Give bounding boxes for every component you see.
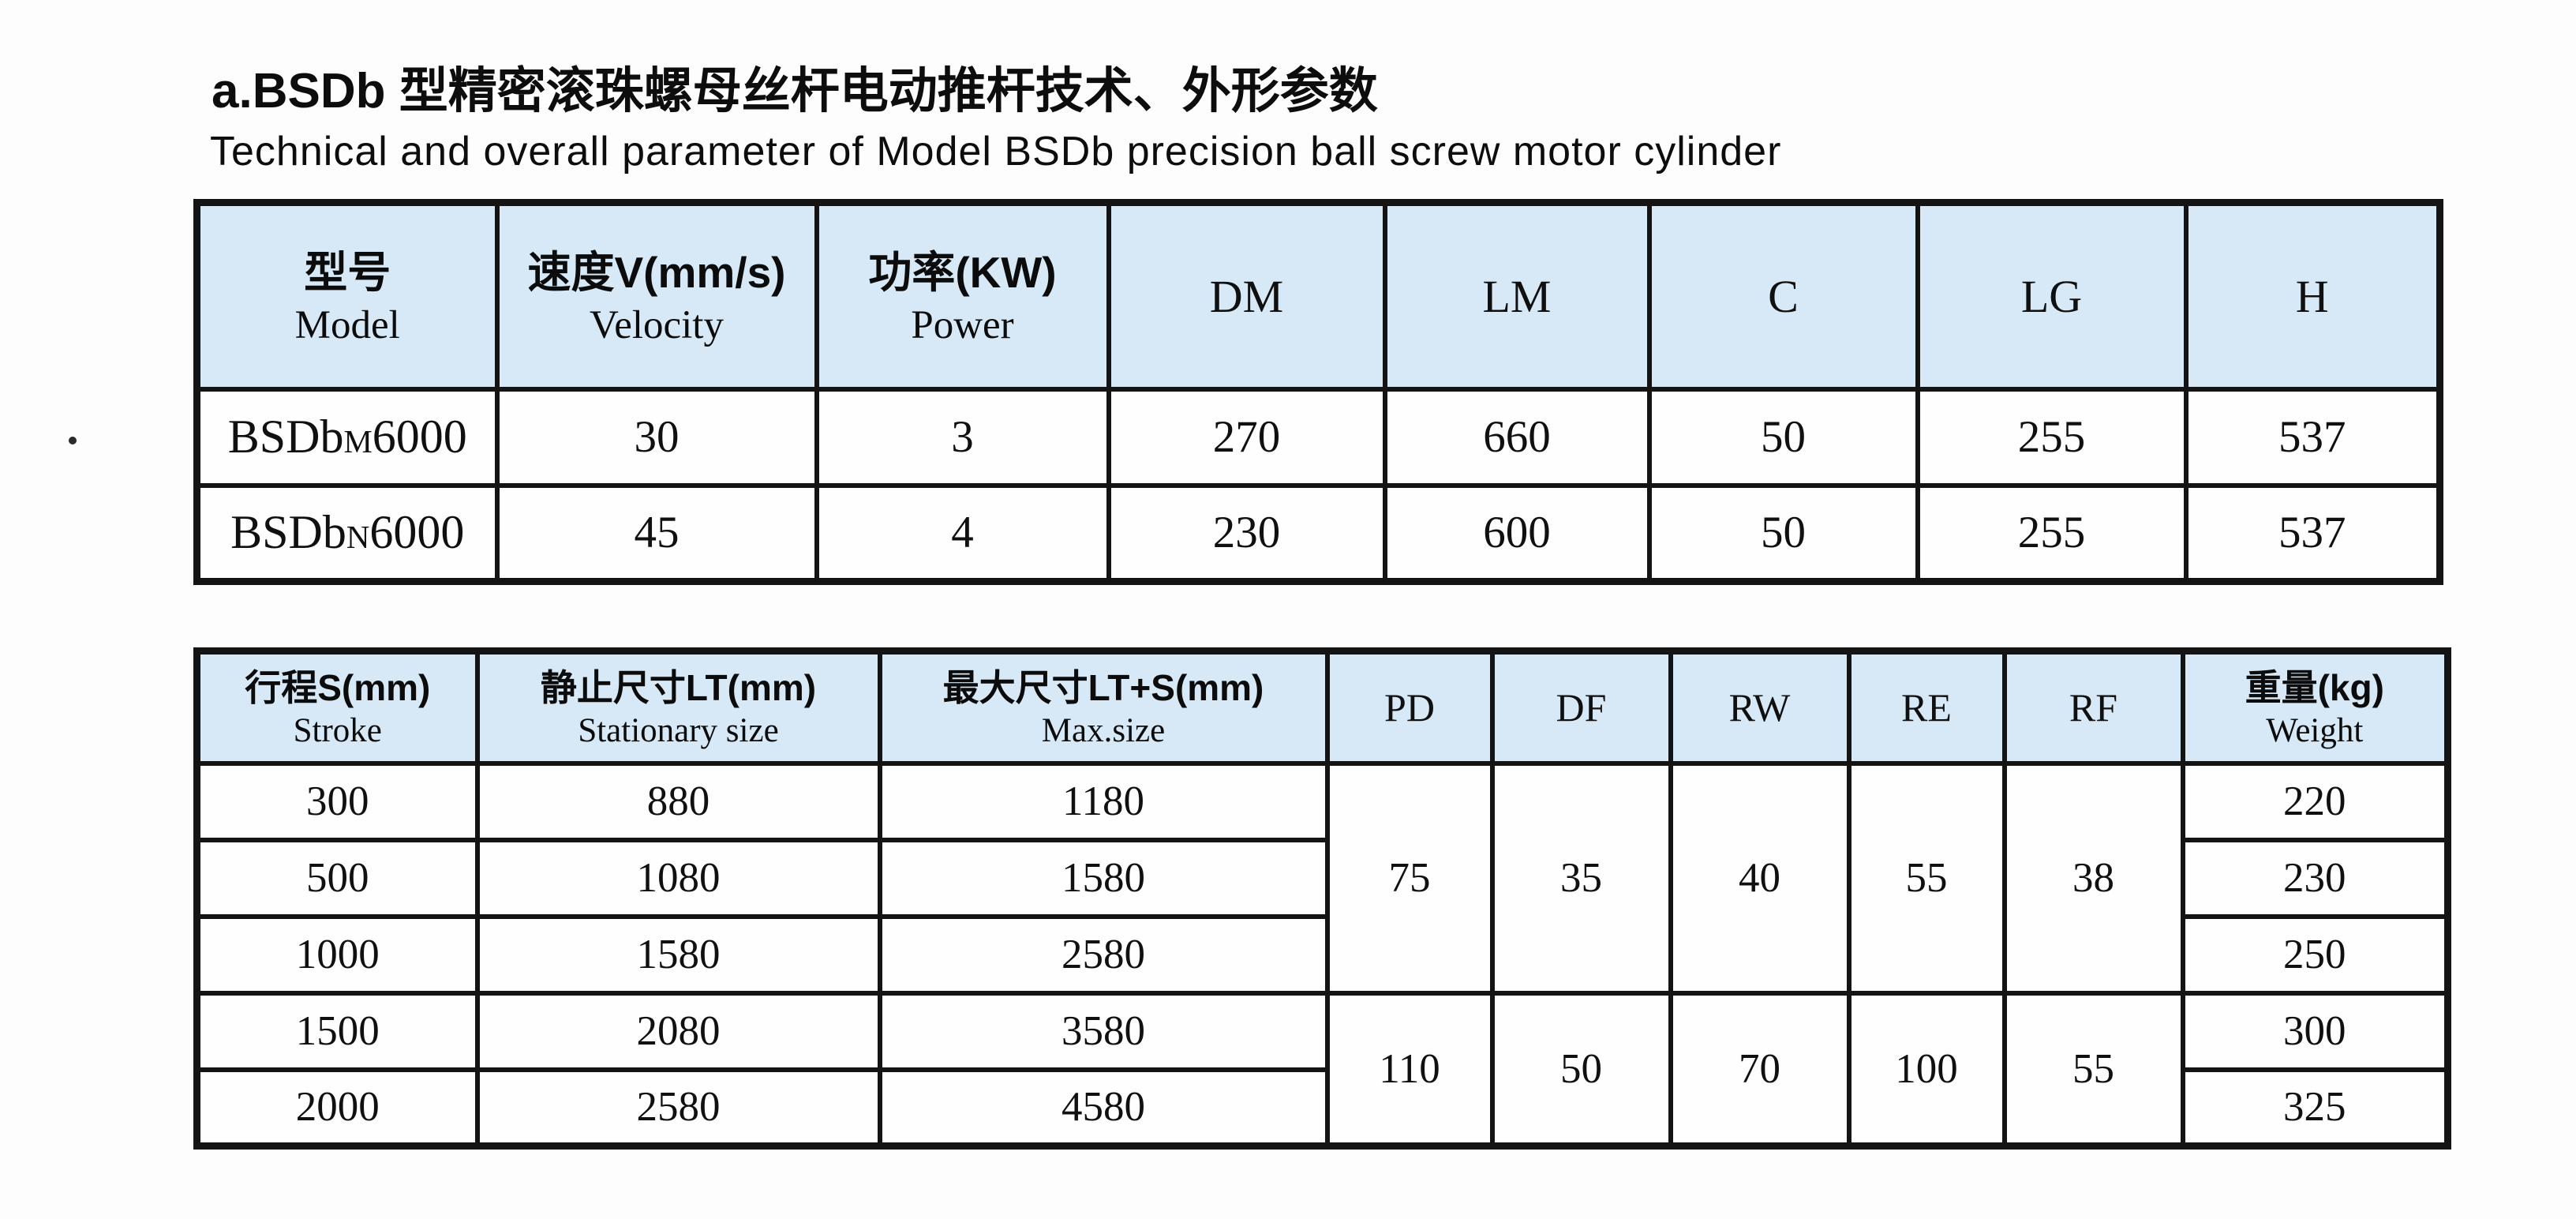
cell-lm: 600 bbox=[1382, 482, 1652, 584]
table2-header-weight: 重量(kg) Weight bbox=[2180, 648, 2451, 766]
cell-stroke: 300 bbox=[194, 760, 480, 842]
cell-max: 1180 bbox=[877, 760, 1330, 842]
table2-header-re: RE bbox=[1846, 648, 2007, 766]
cell-df-group2: 50 bbox=[1489, 990, 1673, 1149]
header-label-zh: 功率(KW) bbox=[868, 247, 1057, 297]
cell-model: BSDbM6000 bbox=[194, 386, 500, 488]
cell-weight: 250 bbox=[2180, 913, 2451, 996]
cell-dm: 270 bbox=[1106, 386, 1387, 488]
table2-header-pd: PD bbox=[1324, 648, 1495, 766]
page-title-chinese: a.BSDb 型精密滚珠螺母丝杆电动推杆技术、外形参数 bbox=[212, 64, 1378, 118]
table-row: 500 1080 1580 230 bbox=[194, 837, 2451, 919]
cell-re-group1: 55 bbox=[1846, 760, 2007, 996]
cell-dm: 230 bbox=[1106, 482, 1387, 584]
table2-header-row: 行程S(mm) Stroke 静止尺寸LT(mm) Stationary siz… bbox=[194, 648, 2451, 766]
model-sub-letter: N bbox=[346, 519, 370, 556]
cell-h: 537 bbox=[2183, 482, 2443, 584]
cell-stroke: 2000 bbox=[194, 1067, 480, 1149]
dimensional-parameters-table: 行程S(mm) Stroke 静止尺寸LT(mm) Stationary siz… bbox=[193, 647, 2451, 1150]
cell-weight: 230 bbox=[2180, 837, 2451, 919]
cell-c: 50 bbox=[1646, 386, 1920, 488]
header-label-zh: 最大尺寸LT+S(mm) bbox=[942, 667, 1264, 709]
cell-max: 2580 bbox=[877, 913, 1330, 996]
header-label-zh: 静止尺寸LT(mm) bbox=[540, 667, 817, 709]
cell-stroke: 1000 bbox=[194, 913, 480, 996]
model-prefix: BSDb bbox=[230, 506, 346, 559]
header-label-en: Weight bbox=[2266, 712, 2364, 750]
cell-model: BSDbN6000 bbox=[194, 482, 500, 584]
header-label-en: Velocity bbox=[590, 302, 724, 347]
header-label-en: Stationary size bbox=[578, 712, 779, 750]
table1-header-velocity: 速度V(mm/s) Velocity bbox=[494, 200, 819, 392]
cell-stroke: 500 bbox=[194, 837, 480, 919]
model-suffix: 6000 bbox=[372, 411, 467, 463]
table1-header-row: 型号 Model 速度V(mm/s) Velocity 功率(KW) Power… bbox=[194, 200, 2443, 392]
cell-power: 3 bbox=[814, 386, 1111, 488]
table1-header-c: C bbox=[1646, 200, 1920, 392]
model-suffix: 6000 bbox=[369, 506, 465, 559]
table2-header-rf: RF bbox=[2001, 648, 2185, 766]
header-label-zh: 速度V(mm/s) bbox=[527, 247, 786, 297]
table2-header-stationary-size: 静止尺寸LT(mm) Stationary size bbox=[474, 648, 882, 766]
cell-rw-group2: 70 bbox=[1668, 990, 1852, 1149]
cell-df-group1: 35 bbox=[1489, 760, 1673, 996]
header-label-en: Stroke bbox=[293, 712, 382, 750]
cell-velocity: 45 bbox=[494, 482, 819, 584]
header-label-en: Model bbox=[294, 302, 400, 347]
table1-header-lm: LM bbox=[1382, 200, 1652, 392]
table2-header-max-size: 最大尺寸LT+S(mm) Max.size bbox=[877, 648, 1330, 766]
table1-header-dm: DM bbox=[1106, 200, 1387, 392]
table-row: 1500 2080 3580 110 50 70 100 55 300 bbox=[194, 990, 2451, 1149]
header-label-en: Power bbox=[911, 302, 1014, 347]
model-prefix: BSDb bbox=[227, 411, 344, 463]
table1-header-power: 功率(KW) Power bbox=[814, 200, 1111, 392]
cell-max: 1580 bbox=[877, 837, 1330, 919]
table-row: BSDbN6000 45 4 230 600 50 255 537 bbox=[194, 482, 2443, 584]
cell-stroke: 1500 bbox=[194, 990, 480, 1072]
header-label-zh: 重量(kg) bbox=[2245, 667, 2384, 709]
cell-h: 537 bbox=[2183, 386, 2443, 488]
table2-header-stroke: 行程S(mm) Stroke bbox=[194, 648, 480, 766]
technical-parameters-table: 型号 Model 速度V(mm/s) Velocity 功率(KW) Power… bbox=[193, 199, 2443, 585]
model-sub-letter: M bbox=[343, 424, 373, 459]
cell-max: 4580 bbox=[877, 1067, 1330, 1149]
table-row: 1000 1580 2580 250 bbox=[194, 913, 2451, 996]
table2-header-df: DF bbox=[1489, 648, 1673, 766]
cell-rf-group1: 38 bbox=[2001, 760, 2185, 996]
cell-weight: 220 bbox=[2180, 760, 2451, 842]
table-row: 300 880 1180 75 35 40 55 38 220 bbox=[194, 760, 2451, 996]
cell-pd-group1: 75 bbox=[1324, 760, 1495, 996]
header-label-en: Max.size bbox=[1041, 712, 1166, 750]
cell-lg: 255 bbox=[1915, 386, 2188, 488]
cell-stationary: 2580 bbox=[474, 1067, 882, 1149]
cell-stationary: 1580 bbox=[474, 913, 882, 996]
table1-header-model: 型号 Model bbox=[194, 200, 500, 392]
header-label-zh: 型号 bbox=[304, 247, 391, 297]
cell-re-group2: 100 bbox=[1846, 990, 2007, 1149]
table1-header-lg: LG bbox=[1915, 200, 2188, 392]
table-row: 2000 2580 4580 325 bbox=[194, 1067, 2451, 1149]
cell-velocity: 30 bbox=[494, 386, 819, 488]
cell-weight: 325 bbox=[2180, 1067, 2451, 1149]
cell-max: 3580 bbox=[877, 990, 1330, 1072]
cell-pd-group2: 110 bbox=[1324, 990, 1495, 1149]
table-row: BSDbM6000 30 3 270 660 50 255 537 bbox=[194, 386, 2443, 488]
cell-rf-group2: 55 bbox=[2001, 990, 2185, 1149]
cell-stationary: 1080 bbox=[474, 837, 882, 919]
cell-stationary: 880 bbox=[474, 760, 882, 842]
cell-rw-group1: 40 bbox=[1668, 760, 1852, 996]
cell-weight: 300 bbox=[2180, 990, 2451, 1072]
cell-lg: 255 bbox=[1915, 482, 2188, 584]
cell-stationary: 2080 bbox=[474, 990, 882, 1072]
page-title-english: Technical and overall parameter of Model… bbox=[210, 129, 1782, 174]
scan-artifact-dot bbox=[69, 437, 77, 444]
cell-lm: 660 bbox=[1382, 386, 1652, 488]
cell-power: 4 bbox=[814, 482, 1111, 584]
table2-header-rw: RW bbox=[1668, 648, 1852, 766]
header-label-zh: 行程S(mm) bbox=[245, 667, 431, 709]
cell-c: 50 bbox=[1646, 482, 1920, 584]
table1-header-h: H bbox=[2183, 200, 2443, 392]
